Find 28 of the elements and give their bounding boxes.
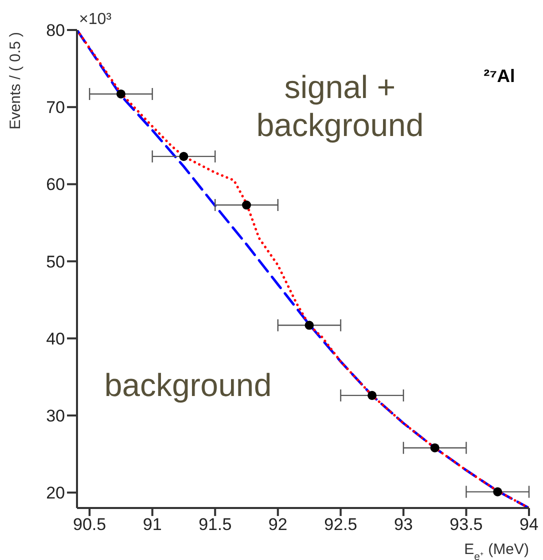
y-tick-label: 20 <box>46 484 65 503</box>
point <box>368 390 377 400</box>
x-tick-label: 92.5 <box>324 515 358 534</box>
point <box>304 320 314 330</box>
y-tick-label: 50 <box>46 252 65 272</box>
annotation: ²⁷Al <box>484 66 515 86</box>
x-tick-label: 93 <box>394 515 413 534</box>
y-tick-label: 80 <box>46 21 65 40</box>
x-tick-label: 91 <box>142 515 162 534</box>
point <box>116 89 126 98</box>
y-tick-label: 70 <box>46 98 65 118</box>
y-tick-label: 40 <box>46 329 65 348</box>
y-tick-label: 30 <box>46 406 65 426</box>
x-tick-label: 94 <box>520 515 538 534</box>
x-tick-label: 91.5 <box>198 515 232 534</box>
x-tick-label: 93.5 <box>450 515 483 534</box>
annotation: background <box>104 367 272 403</box>
x-tick-label: 90.5 <box>73 515 106 534</box>
point <box>179 152 188 161</box>
point <box>242 200 252 210</box>
annotation: signal + background <box>256 69 424 143</box>
text: ×10³ <box>79 11 112 28</box>
point <box>493 487 502 496</box>
y-tick-label: 60 <box>46 175 65 194</box>
y-axis-title: Events / ( 0.5 ) <box>7 32 24 130</box>
x-axis-title: E$_{e⁺}$ (MeV) <box>464 541 530 560</box>
point <box>430 443 440 452</box>
x-tick-label: 92 <box>268 515 288 534</box>
